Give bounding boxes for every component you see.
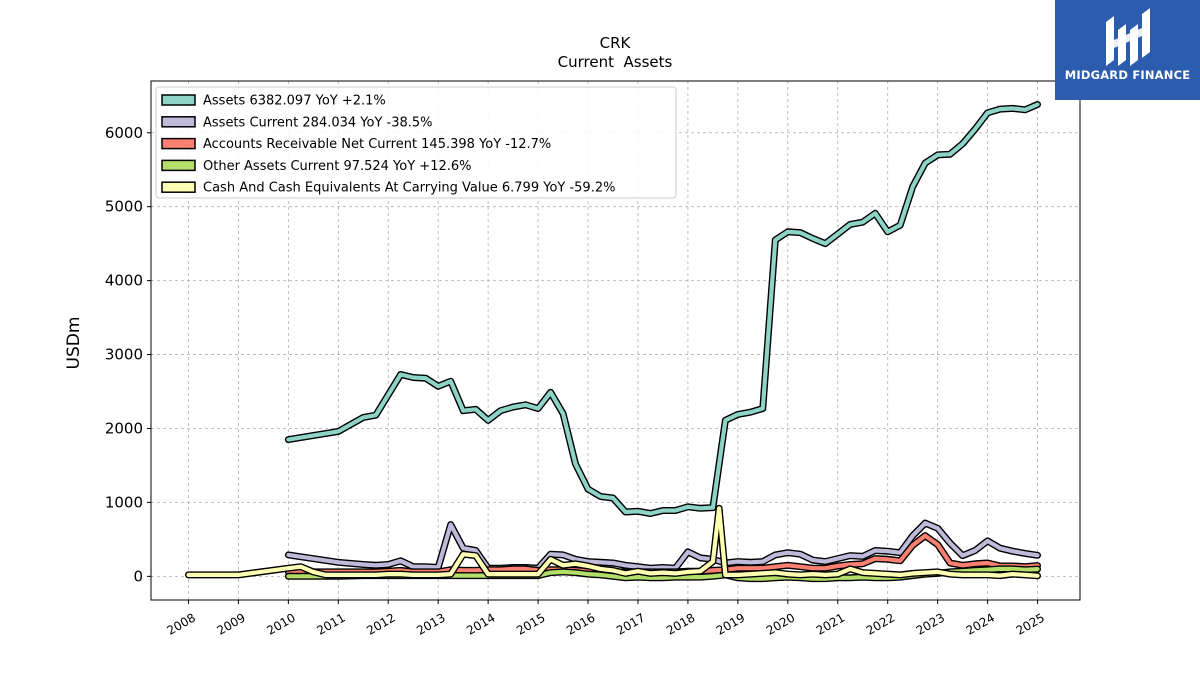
y-tick-label: 5000 [105, 198, 143, 216]
x-tick-label: 2012 [364, 610, 397, 637]
brand-mark-icon [1106, 8, 1150, 66]
series-line [286, 102, 1040, 516]
x-tick-label: 2023 [914, 610, 947, 637]
legend-entry: Accounts Receivable Net Current 145.398 … [203, 137, 551, 152]
x-tick-label: 2015 [514, 610, 547, 637]
series-line [186, 506, 1040, 578]
y-axis-ticks: 0 1000 2000 3000 4000 5000 6000 [105, 124, 151, 585]
x-tick-label: 2022 [864, 610, 897, 637]
legend-swatch [161, 159, 196, 172]
x-tick-label: 2008 [165, 610, 198, 637]
chart-title: CRK [600, 34, 632, 52]
brand-logo: MIDGARD FINANCE [1055, 0, 1200, 100]
y-tick-label: 2000 [105, 419, 143, 437]
x-tick-label: 2010 [264, 610, 297, 637]
x-tick-label: 2021 [814, 610, 847, 637]
x-tick-label: 2017 [614, 610, 647, 637]
x-axis-ticks: 2008 2009 2010 2011 2012 2013 2014 2015 2016 2017… [165, 600, 1047, 638]
x-tick-label: 2025 [1014, 610, 1047, 637]
series-line [286, 520, 1040, 571]
y-tick-label: 4000 [105, 272, 143, 290]
x-tick-label: 2014 [464, 610, 497, 637]
x-tick-label: 2018 [664, 610, 697, 637]
chart-subtitle: Current Assets [558, 53, 673, 71]
x-tick-label: 2009 [214, 610, 247, 637]
legend-swatch [161, 181, 196, 193]
legend-entry: Assets 6382.097 YoY +2.1% [203, 94, 386, 109]
y-axis-label: USDm [64, 317, 84, 370]
legend-swatch [161, 94, 196, 106]
legend-swatch [161, 137, 196, 150]
y-tick-label: 0 [133, 567, 143, 585]
legend: Assets 6382.097 YoY +2.1% Assets Current … [155, 86, 677, 199]
x-tick-label: 2024 [964, 610, 997, 637]
legend-entry: Other Assets Current 97.524 YoY +12.6% [203, 159, 472, 174]
y-tick-label: 1000 [105, 493, 143, 511]
y-tick-label: 3000 [105, 346, 143, 364]
legend-swatch [161, 116, 196, 128]
x-tick-label: 2020 [764, 610, 797, 637]
series-lines [185, 101, 1041, 583]
x-tick-label: 2019 [714, 610, 747, 637]
legend-entry: Assets Current 284.034 YoY -38.5% [203, 115, 433, 130]
legend-box [155, 86, 677, 199]
plot-frame [150, 80, 1081, 601]
x-tick-label: 2011 [314, 610, 347, 637]
legend-entry: Cash And Cash Equivalents At Carrying Va… [203, 181, 615, 196]
x-tick-label: 2016 [564, 610, 597, 637]
y-tick-label: 6000 [105, 124, 143, 142]
x-tick-label: 2013 [414, 610, 447, 637]
brand-name: MIDGARD FINANCE [1064, 68, 1191, 82]
